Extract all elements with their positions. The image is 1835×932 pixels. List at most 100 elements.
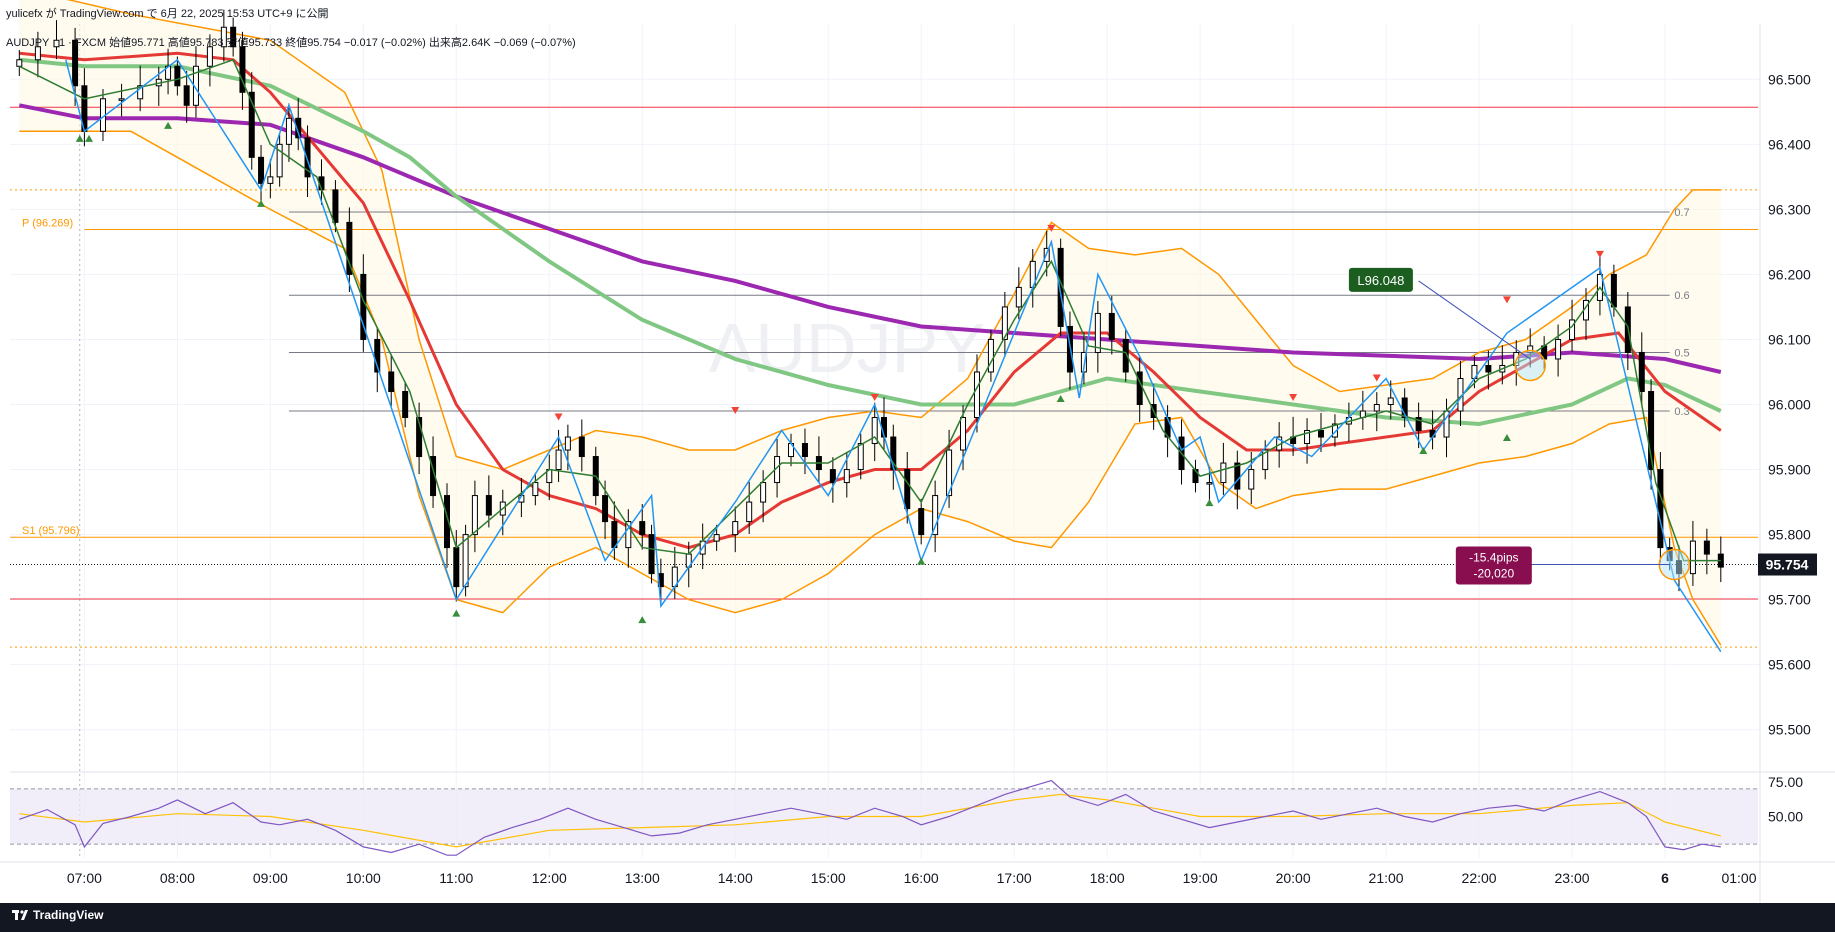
x-tick-label: 18:00	[1090, 870, 1125, 886]
candle-down	[258, 156, 265, 184]
candle-up	[16, 59, 23, 67]
swing-low-marker	[85, 134, 94, 142]
candle-up	[276, 143, 283, 178]
candle-down	[72, 39, 79, 87]
fib-label: 0.7	[1674, 207, 1689, 219]
candle-up	[987, 338, 994, 373]
swing-high-marker	[731, 407, 740, 415]
candle-up	[220, 26, 227, 48]
tradingview-logo-icon	[12, 909, 28, 920]
pivot-label: P (96.269)	[22, 218, 73, 230]
zigzag-line	[65, 58, 1722, 653]
candle-down	[1318, 430, 1324, 438]
swing-low-marker	[1502, 434, 1511, 442]
brand-label: TradingView	[33, 908, 104, 922]
candle-down	[230, 26, 237, 48]
swing-low-marker	[1205, 499, 1214, 507]
candle-down	[1703, 540, 1710, 555]
swing-high-marker	[1595, 250, 1604, 258]
measure-pips-label: -15.4pips	[1469, 551, 1518, 565]
candle-down	[295, 117, 302, 139]
candle-up	[1262, 449, 1269, 471]
swing-low-marker	[452, 609, 461, 617]
candle-down	[611, 521, 618, 549]
candle-down	[183, 85, 190, 106]
candle-down	[602, 495, 609, 523]
x-tick-label: 15:00	[811, 870, 846, 886]
swing-high-marker	[554, 413, 563, 421]
x-tick-label: 23:00	[1555, 870, 1590, 886]
candle-up	[760, 482, 767, 503]
candle-down	[239, 46, 246, 93]
candle-down	[904, 469, 911, 510]
candle-down	[453, 547, 460, 588]
annotation-label: L96.048	[1357, 273, 1404, 288]
candle-up	[34, 46, 41, 61]
tradingview-logo[interactable]: TradingView	[12, 908, 103, 922]
y-tick-label: 95.800	[1768, 527, 1811, 543]
x-tick-label: 22:00	[1462, 870, 1497, 886]
annotation-box	[1348, 267, 1413, 292]
candle-down	[346, 221, 353, 275]
candle-down	[1415, 417, 1422, 432]
swing-low-marker	[75, 134, 84, 142]
candle-down	[1648, 390, 1655, 471]
current-price-tag	[1758, 553, 1817, 576]
candle-up	[137, 85, 144, 100]
y-tick-label: 96.100	[1768, 331, 1811, 347]
candle-down	[1485, 364, 1492, 373]
x-tick-label: 10:00	[346, 870, 381, 886]
swing-high-marker	[1289, 394, 1298, 401]
swing-high-marker	[1372, 374, 1381, 382]
candle-up	[746, 501, 753, 523]
candle-down	[1234, 462, 1241, 490]
measure-box	[1455, 546, 1532, 585]
candle-up	[53, 39, 60, 48]
y-tick-label: 96.500	[1768, 71, 1811, 87]
y-tick-label: 96.000	[1768, 397, 1811, 413]
current-price-value: 95.754	[1766, 557, 1809, 573]
bollinger-band-fill	[19, 0, 1721, 646]
candle-down	[444, 495, 450, 549]
fib-label: 0.5	[1674, 347, 1689, 359]
candle-up	[118, 98, 125, 101]
candle-down	[174, 65, 181, 87]
candle-up	[857, 443, 864, 471]
swing-low-marker	[638, 616, 647, 624]
candle-up	[973, 371, 980, 419]
candle-up	[206, 46, 213, 67]
candle-down	[402, 390, 409, 419]
candle-down	[1657, 469, 1664, 549]
swing-low-marker	[1419, 447, 1428, 455]
candle-up	[713, 534, 720, 542]
x-tick-label: 07:00	[67, 870, 102, 886]
symbol-ohlc-line: AUDJPY · 1 · FXCM 始値95.771 高値95.783 安値95…	[6, 37, 576, 49]
x-tick-label: 21:00	[1369, 870, 1404, 886]
x-tick-label: 09:00	[253, 870, 288, 886]
measure-amount-label: -20,020	[1473, 567, 1514, 581]
fib-label: 0.6	[1674, 290, 1689, 302]
candle-down	[304, 137, 311, 178]
candle-up	[1387, 397, 1394, 406]
swing-high-marker	[1502, 296, 1511, 304]
y-tick-label: 95.600	[1768, 657, 1811, 673]
y-tick-label: 96.400	[1768, 136, 1811, 152]
candle-up	[1555, 338, 1562, 360]
candle-up	[1220, 462, 1227, 484]
publisher-line: yulicefx が TradingView.com で 6月 22, 2025…	[6, 8, 329, 20]
candle-up	[960, 417, 967, 451]
candle-down	[639, 521, 646, 536]
candle-up	[1248, 469, 1255, 490]
x-tick-label: 17:00	[997, 870, 1032, 886]
footer-bar	[0, 903, 1835, 932]
candle-up	[1015, 286, 1022, 308]
rsi-line	[19, 779, 1721, 856]
x-tick-label: 6	[1661, 870, 1669, 886]
swing-high-marker	[1047, 224, 1056, 232]
y-tick-label: 96.300	[1768, 201, 1811, 217]
bollinger-upper-line	[66, 0, 1721, 471]
candle-down	[829, 469, 836, 484]
y-tick-label: 95.700	[1768, 592, 1811, 608]
candle-up	[1206, 482, 1213, 485]
